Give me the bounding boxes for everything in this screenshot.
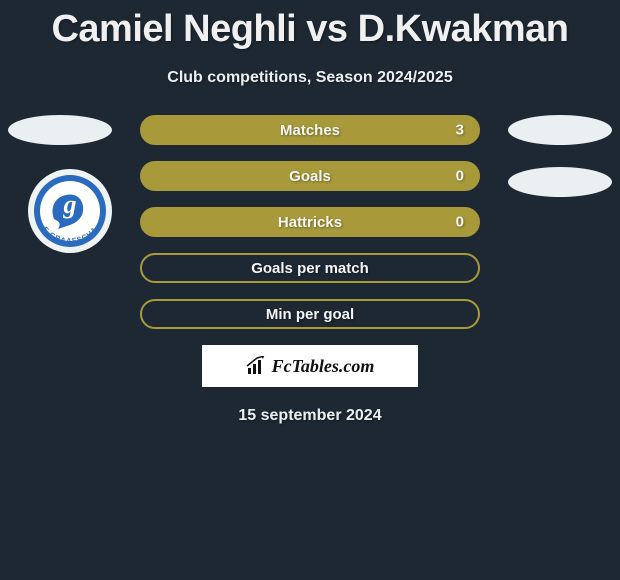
player-badge-right-1 (508, 115, 612, 145)
bar-chart-icon (246, 356, 268, 376)
stat-row: Matches 3 (140, 115, 480, 145)
stat-label: Hattricks (278, 214, 342, 231)
player-badge-right-2 (508, 167, 612, 197)
stat-row: Hattricks 0 (140, 207, 480, 237)
brand-attribution[interactable]: FcTables.com (202, 345, 418, 387)
stat-row: Goals per match (140, 253, 480, 283)
stat-value: 3 (456, 122, 464, 139)
stat-label: Goals per match (251, 260, 369, 277)
stat-label: Matches (280, 122, 340, 139)
page-title: Camiel Neghli vs D.Kwakman (0, 0, 620, 51)
stat-row: Goals 0 (140, 161, 480, 191)
club-badge-de-graafschap: g DE GRAAFSCHAP (28, 169, 112, 253)
page-subtitle: Club competitions, Season 2024/2025 (0, 69, 620, 87)
svg-text:g: g (63, 190, 77, 219)
stat-label: Goals (289, 168, 331, 185)
stat-value: 0 (456, 168, 464, 185)
brand-label: FcTables.com (272, 356, 375, 377)
comparison-chart: g DE GRAAFSCHAP Matches 3 Goals 0 Hattricks 0… (0, 115, 620, 329)
player-badge-left (8, 115, 112, 145)
stat-label: Min per goal (266, 306, 354, 323)
stat-row: Min per goal (140, 299, 480, 329)
footer-date: 15 september 2024 (0, 407, 620, 425)
stat-value: 0 (456, 214, 464, 231)
